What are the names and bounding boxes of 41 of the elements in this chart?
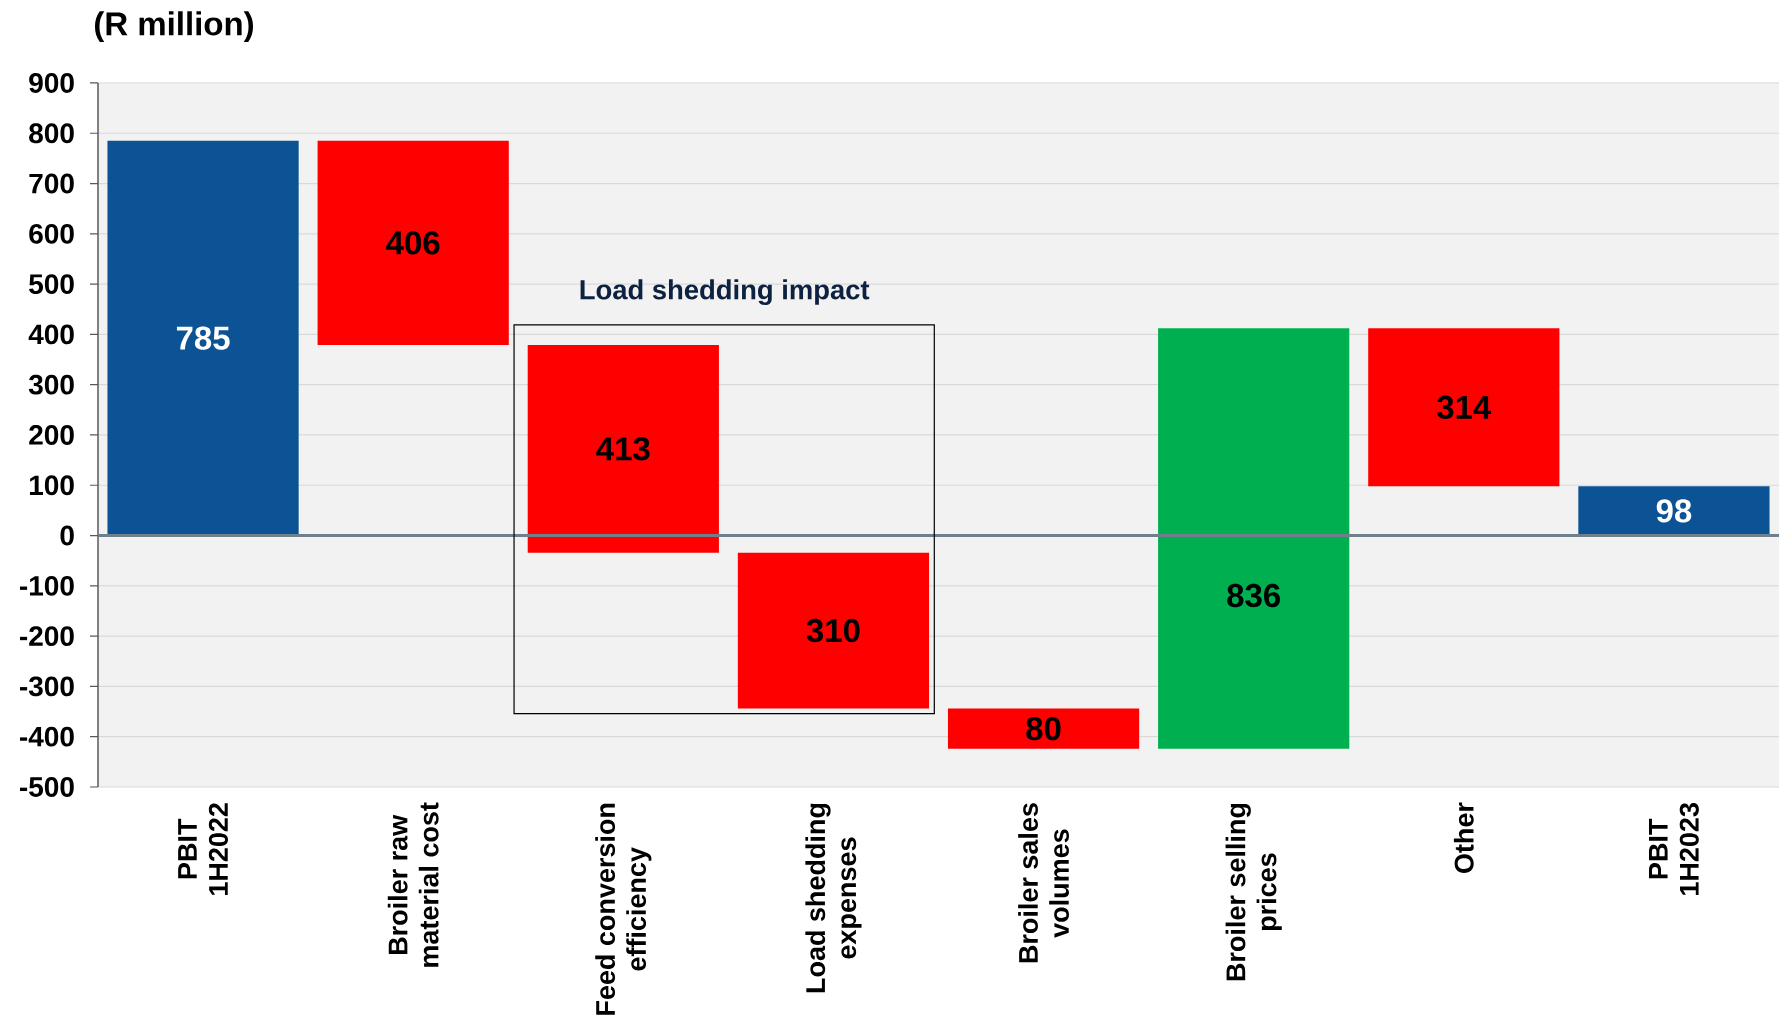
x-tick-label: Broiler sales volumes: [1018, 803, 1069, 963]
x-tick-label: PBIT 1H2022: [178, 803, 228, 895]
data-label: 310: [806, 618, 860, 643]
y-axis-title: (R million): [94, 11, 254, 43]
y-tick-label: 900: [29, 73, 74, 93]
x-tick-label: Other: [1453, 802, 1474, 873]
bar: [1578, 486, 1770, 536]
bar: [947, 708, 1140, 749]
y-tick-label: 400: [28, 324, 74, 345]
y-tick-label: 800: [29, 123, 74, 144]
y-tick-label: -200: [19, 626, 74, 647]
bar: [107, 140, 299, 536]
bar: [737, 552, 930, 709]
y-tick-label: 300: [28, 374, 74, 395]
data-label: 98: [1656, 499, 1692, 523]
data-label: 314: [1437, 395, 1492, 420]
data-label: 413: [596, 437, 650, 461]
bar: [527, 344, 719, 553]
y-tick-label: 700: [29, 173, 74, 194]
y-tick-label: 600: [29, 223, 74, 244]
y-tick-label: -300: [19, 676, 74, 697]
y-tick-label: -400: [19, 726, 74, 747]
y-tick-label: 0: [60, 525, 74, 546]
x-tick-label: Load shedding expenses: [805, 803, 862, 993]
annotation: Load shedding impact: [580, 279, 870, 305]
x-tick-label: Broiler raw material cost: [387, 802, 439, 967]
bar: [317, 140, 509, 345]
x-tick-label: PBIT 1H2023: [1649, 803, 1699, 895]
y-tick-label: -500: [19, 777, 74, 797]
bar: [1158, 328, 1350, 749]
x-tick-label: Feed conversion efficiency: [595, 803, 652, 1015]
y-tick-label: -100: [19, 575, 74, 596]
data-label: 785: [176, 326, 230, 350]
x-tick-label: Broiler selling prices: [1225, 803, 1282, 981]
data-label: 406: [386, 231, 440, 255]
y-tick-label: 100: [29, 475, 74, 496]
bar: [1368, 328, 1560, 487]
y-tick-label: 200: [29, 425, 74, 445]
data-label: 836: [1227, 583, 1281, 608]
data-label: 80: [1026, 716, 1061, 741]
y-tick-label: 500: [29, 274, 74, 295]
